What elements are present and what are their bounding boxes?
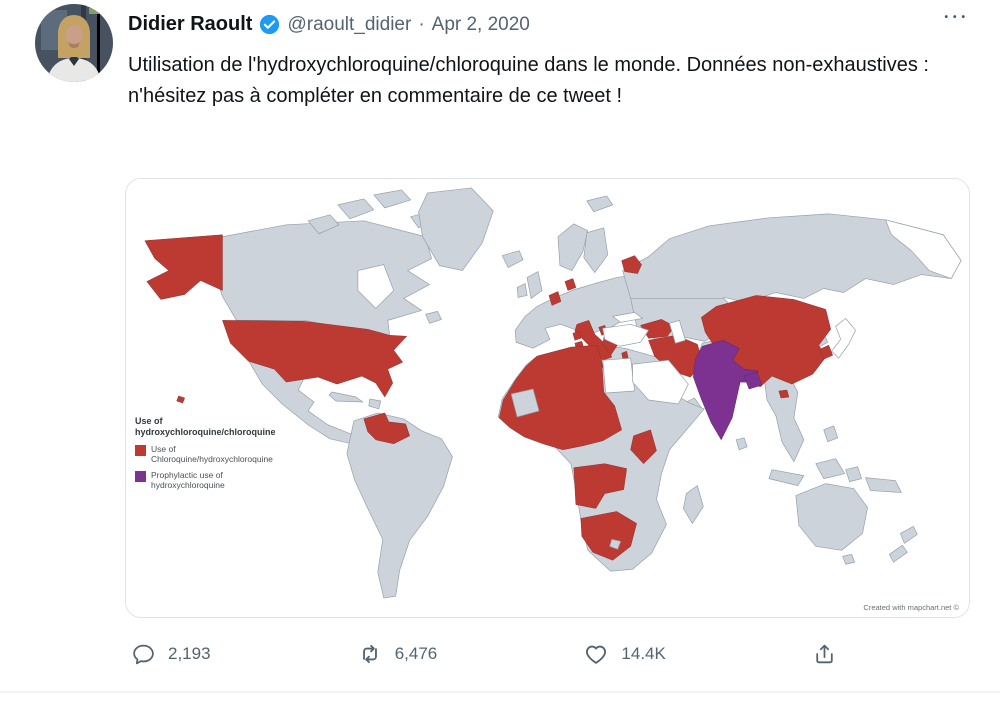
reply-icon: [131, 642, 156, 667]
map-legend: Use of hydroxychloroquine/chloroquine Us…: [135, 416, 295, 490]
white-unmarked-regions: [357, 219, 962, 405]
legend-swatch-purple: [135, 471, 146, 482]
retweet-icon: [357, 641, 383, 667]
tweet-header: Didier Raoult @raoult_didier · Apr 2, 20…: [128, 13, 530, 36]
gray-overlay-regions: [510, 388, 622, 550]
like-count: 14.4K: [621, 644, 666, 663]
share-icon: [812, 642, 837, 667]
legend-red-line2: Chloroquine/hydroxychloroquine: [151, 454, 273, 464]
tweet-date[interactable]: Apr 2, 2020: [431, 13, 530, 35]
legend-red-line1: Use of: [151, 444, 176, 454]
meta-separator: ·: [418, 13, 425, 35]
tweet-image-map[interactable]: Use of hydroxychloroquine/chloroquine Us…: [125, 178, 970, 618]
reply-count: 2,193: [168, 644, 211, 663]
author-name[interactable]: Didier Raoult: [128, 13, 253, 35]
author-handle[interactable]: @raoult_didier: [287, 13, 412, 35]
legend-title-line1: Use of: [135, 416, 163, 426]
like-button[interactable]: 14.4K: [583, 641, 666, 667]
reply-button[interactable]: 2,193: [131, 642, 211, 667]
world-map: [126, 179, 969, 617]
more-menu-icon[interactable]: •••: [944, 12, 970, 23]
verified-badge-icon: [259, 14, 280, 35]
legend-purple-line1: Prophylactic use of: [151, 470, 223, 480]
avatar-photo: [35, 4, 113, 82]
heart-icon: [583, 641, 609, 667]
avatar[interactable]: [35, 4, 113, 82]
purple-regions: [693, 340, 763, 441]
retweet-count: 6,476: [394, 644, 438, 663]
action-bar: 2,193 6,476 14.4K: [131, 641, 837, 667]
legend-swatch-red: [135, 445, 146, 456]
tweet-text: Utilisation de l'hydroxychloroquine/chlo…: [128, 54, 929, 107]
map-attribution: Created with mapchart.net ©: [863, 603, 959, 612]
tweet-divider: [0, 691, 1000, 693]
legend-item-red: Use of Chloroquine/hydroxychloroquine: [135, 444, 295, 464]
retweet-button[interactable]: 6,476: [357, 641, 438, 667]
legend-purple-line2: hydroxychloroquine: [151, 480, 225, 490]
share-button[interactable]: [812, 642, 837, 667]
legend-item-purple: Prophylactic use of hydroxychloroquine: [135, 470, 295, 490]
legend-title-line2: hydroxychloroquine/chloroquine: [135, 427, 276, 437]
